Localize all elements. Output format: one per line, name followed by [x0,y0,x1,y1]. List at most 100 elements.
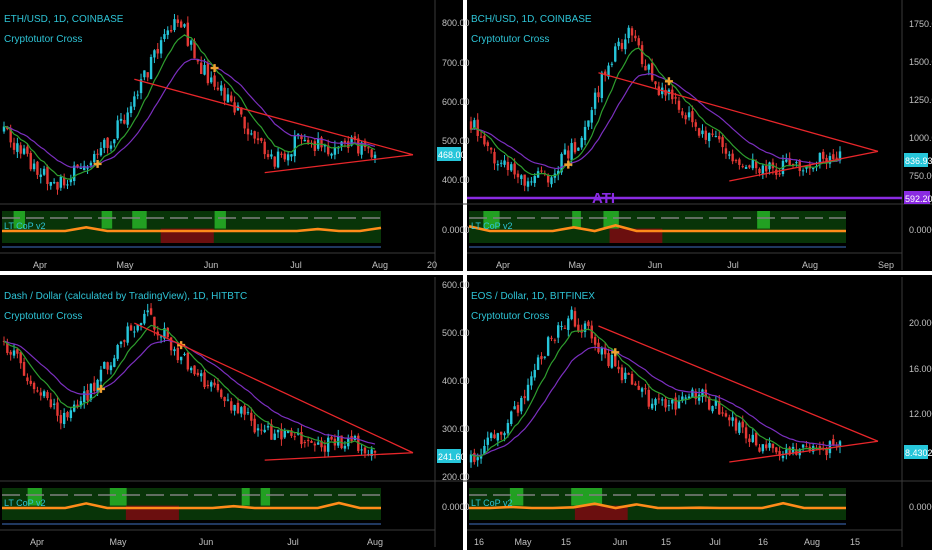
candle [627,25,630,44]
candle-body [72,404,76,412]
candle-body [363,447,367,454]
chart-title: EOS / Dollar, 1D, BITFINEX [471,291,595,302]
oscillator-bright-bar [109,488,127,506]
candle-body [199,62,203,74]
candle [728,414,731,427]
candles [2,13,377,195]
candle-body [520,397,523,412]
indicator-label: Cryptotutor Cross [471,34,549,45]
candle [93,376,96,395]
date-axis-label: Aug [802,260,818,270]
candle-body [12,142,16,150]
candle [828,152,832,168]
candle-body [353,136,357,140]
candle [143,70,146,81]
date-axis-label: Jun [199,537,214,547]
candle [313,138,317,157]
candle [42,389,46,399]
candle-body [567,150,570,159]
candle [624,33,627,55]
candle [260,423,263,435]
candle-body [113,139,116,144]
candle-body [89,383,93,400]
candle [163,28,166,42]
candle [283,150,286,162]
candle [701,124,704,138]
candle-body [303,442,307,444]
candle [771,443,775,453]
candle [290,153,293,162]
candle-body [42,168,46,175]
price-axis-label: 700.00 [442,58,470,68]
candle-body [590,325,593,339]
candle-body [516,173,520,178]
candle-body [771,443,775,449]
candle-body [256,138,260,141]
candle-body [146,72,149,78]
oscillator-main-line [2,501,381,510]
candle-body [513,163,516,175]
trendline-upper [134,322,414,454]
candle [106,361,109,375]
candle-body [206,384,210,387]
candle [503,154,506,168]
candle [781,451,785,462]
candle-body [69,179,73,183]
candle-body [620,367,624,381]
candle [210,71,213,84]
candle [99,365,103,387]
candle [49,392,52,409]
price-axis-label: 400.00 [442,175,470,185]
candle-body [330,153,333,156]
candle [16,137,19,159]
candle-body [533,176,536,184]
candle [506,156,510,176]
candle-body [503,433,506,436]
candle [567,315,570,337]
candle [133,326,136,338]
candle [83,386,86,409]
candle-body [243,116,246,129]
vertical-separator [463,0,467,550]
candle-body [553,339,557,341]
candle [203,369,206,390]
candle-body [469,454,473,463]
candle [563,143,567,156]
candle-body [546,337,550,356]
candle [276,429,280,439]
candle [617,37,620,50]
price-axis-label: 400.00 [442,376,470,386]
candle [801,168,805,176]
candle-body [19,352,22,364]
candle-body [260,138,263,141]
candle-body [573,142,577,153]
candle-body [306,440,310,442]
candle [681,391,684,403]
candle [246,122,250,141]
candle [741,163,744,169]
candle-body [126,326,129,343]
candle [640,41,644,68]
candle-body [253,418,256,433]
oscillator-main-line [469,501,846,510]
candle [320,437,323,452]
candle [149,54,153,80]
candle-body [220,85,223,91]
candle-body [169,30,173,32]
price-axis-label: 600.00 [442,280,470,290]
candle-body [296,433,300,435]
ati-label: ATI [592,190,615,207]
candle-body [290,430,293,436]
candle-body [320,440,323,448]
candle-body [637,385,640,390]
ati-price-tag: 592.20 [904,191,932,204]
candle-body [778,450,781,456]
date-axis-label: 15 [661,537,671,547]
oscillator-bright-bar [509,488,524,506]
candle [644,384,647,395]
candle-body [16,349,19,354]
candle-body [496,164,500,166]
oscillator-bright-bar [214,211,226,229]
candle [540,166,543,174]
candle-body [62,177,66,186]
